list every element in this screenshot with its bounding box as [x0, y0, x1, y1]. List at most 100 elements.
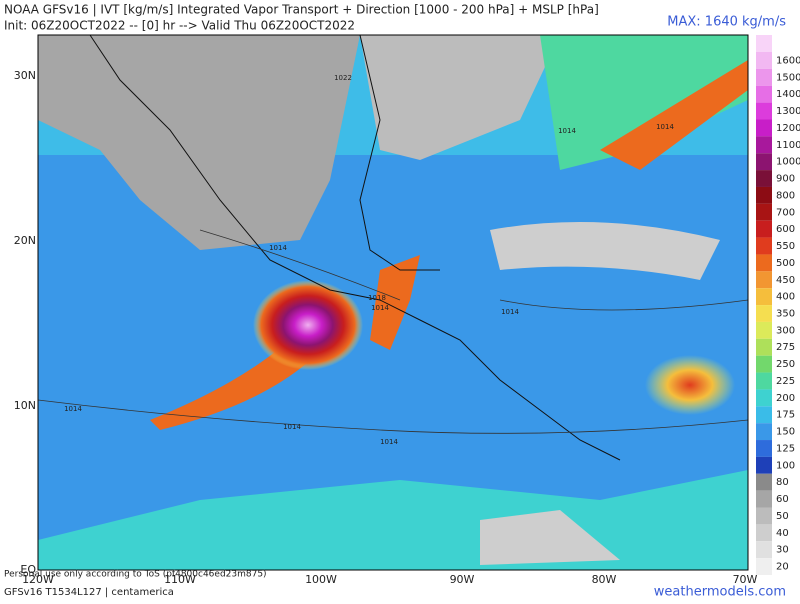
colorbar-cell — [756, 35, 772, 52]
lon-label: 110W — [164, 573, 196, 586]
isobar-label: 1014 — [558, 127, 576, 135]
colorbar-label: 150 — [776, 427, 795, 438]
colorbar-cell — [756, 524, 772, 542]
isobar-label: 1014 — [656, 123, 674, 131]
site: weathermodels.com — [654, 585, 786, 600]
colorbar-cell — [756, 321, 772, 339]
dry-region — [38, 35, 360, 250]
colorbar-cell — [756, 305, 772, 322]
dry-region — [360, 35, 560, 160]
colorbar-cell — [756, 119, 772, 137]
map-frame — [37, 34, 749, 571]
moist-blob — [645, 355, 735, 415]
isobar-label: 1018 — [368, 294, 386, 302]
isobar-label: 1014 — [380, 438, 398, 446]
colorbar-cell — [756, 389, 772, 407]
lon-label: 70W — [733, 573, 758, 586]
colorbar-label: 600 — [776, 224, 795, 235]
colorbar-cell — [756, 136, 772, 154]
colorbar-cell — [756, 440, 772, 457]
colorbar-label: 400 — [776, 292, 795, 303]
colorbar-label: 1000 — [776, 157, 800, 168]
disclaimer: Personal use only according to ToS (pf48… — [4, 570, 267, 580]
storm-core — [253, 280, 363, 370]
colorbar-cell — [756, 153, 772, 171]
isobar-label: 1022 — [334, 74, 352, 82]
lon-label: 90W — [450, 573, 475, 586]
colorbar-cell — [756, 507, 772, 525]
colorbar-label: 800 — [776, 190, 795, 201]
moist-region — [540, 35, 748, 170]
colorbar-label: 500 — [776, 258, 795, 269]
colorbar-label: 80 — [776, 477, 789, 488]
isobar — [37, 229, 749, 434]
colorbar-label: 200 — [776, 393, 795, 404]
colorbar-label: 100 — [776, 460, 795, 471]
lon-label: 80W — [592, 573, 617, 586]
colorbar-cell — [756, 490, 772, 508]
isobar-label: 1014 — [64, 405, 82, 413]
map — [37, 34, 749, 571]
colorbar-cell — [756, 52, 772, 69]
colorbar-label: 275 — [776, 342, 795, 353]
lon-label: 120W — [22, 573, 54, 586]
colorbar-label: 125 — [776, 443, 795, 454]
colorbar-cell — [756, 456, 772, 474]
colorbar-cell — [756, 406, 772, 424]
moist-band — [600, 60, 748, 170]
title: NOAA GFSv16 | IVT [kg/m/s] Integrated Va… — [4, 3, 599, 17]
colorbar-label: 1500 — [776, 72, 800, 83]
max-value: MAX: 1640 kg/m/s — [667, 15, 786, 30]
colorbar-label: 1200 — [776, 123, 800, 134]
isobar-label: 1014 — [501, 308, 519, 316]
colorbar-cell — [756, 338, 772, 356]
isobar-label: 1014 — [283, 423, 301, 431]
isobar-label: 1014 — [269, 244, 287, 252]
moist-band — [370, 255, 420, 350]
colorbar-cell — [756, 186, 772, 204]
model-info: GFSv16 T1534L127 | centamerica — [4, 587, 174, 598]
colorbar-label: 700 — [776, 207, 795, 218]
colorbar-cell — [756, 423, 772, 441]
colorbar-cell — [756, 355, 772, 373]
colorbar-label: 350 — [776, 309, 795, 320]
colorbar-cell — [756, 102, 772, 120]
colorbar-label: 20 — [776, 562, 789, 573]
colorbar-label: 60 — [776, 494, 789, 505]
lat-label: 30N — [14, 69, 36, 82]
colorbar-cell — [756, 203, 772, 221]
colorbar-cell — [756, 237, 772, 255]
colorbar-label: 900 — [776, 174, 795, 185]
lon-label: 100W — [305, 573, 337, 586]
colorbar-cell — [756, 288, 772, 306]
dry-region — [480, 510, 620, 565]
colorbar-label: 1400 — [776, 89, 800, 100]
colorbar-label: 300 — [776, 325, 795, 336]
colorbar-cell — [756, 170, 772, 187]
colorbar-cell — [756, 254, 772, 272]
lat-label: EQ — [20, 563, 36, 576]
coastline — [89, 34, 621, 461]
colorbar-cell — [756, 558, 772, 575]
colorbar-cell — [756, 541, 772, 559]
colorbar-label: 250 — [776, 359, 795, 370]
colorbar-label: 30 — [776, 545, 789, 556]
colorbar-cell — [756, 473, 772, 491]
isobar-label: 1014 — [371, 304, 389, 312]
lat-label: 10N — [14, 399, 36, 412]
colorbar-label: 50 — [776, 511, 789, 522]
subtitle: Init: 06Z20OCT2022 -- [0] hr --> Valid T… — [4, 19, 355, 33]
colorbar-label: 40 — [776, 528, 789, 539]
colorbar-label: 1100 — [776, 140, 800, 151]
colorbar-cell — [756, 68, 772, 86]
colorbar-cell — [756, 271, 772, 289]
colorbar-label: 450 — [776, 275, 795, 286]
colorbar-cell — [756, 372, 772, 390]
colorbar-label: 1600 — [776, 55, 800, 66]
colorbar-cell — [756, 85, 772, 103]
dry-region — [490, 222, 720, 280]
colorbar-label: 1300 — [776, 106, 800, 117]
colorbar-label: 175 — [776, 410, 795, 421]
colorbar-label: 225 — [776, 376, 795, 387]
